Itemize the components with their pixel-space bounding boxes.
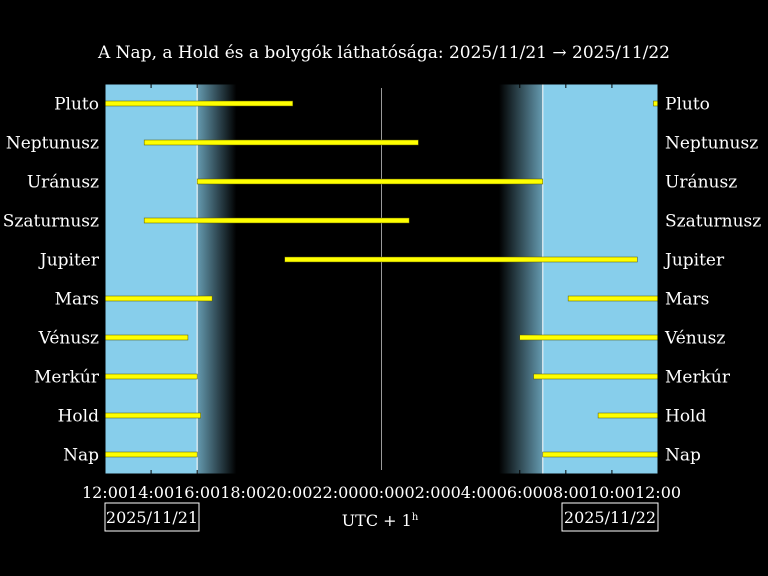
row-label-right-6: Vénusz [664, 329, 725, 349]
date-label-right: 2025/11/22 [564, 508, 656, 527]
x-tick-label-11: 10:00 [589, 483, 635, 502]
twilight-dusk [197, 84, 237, 474]
row-label-right-3: Szaturnusz [665, 212, 761, 232]
visibility-bar-uránusz-0 [196, 178, 544, 185]
visibility-bar-vénusz-0 [104, 334, 189, 341]
visibility-bar-vénusz-1 [519, 334, 659, 341]
row-label-left-3: Szaturnusz [3, 212, 99, 232]
chart-title: A Nap, a Hold és a bolygók láthatósága: … [97, 43, 670, 63]
x-tick-label-4: 20:00 [266, 483, 312, 502]
row-label-left-9: Nap [63, 446, 99, 466]
row-label-right-7: Merkúr [665, 368, 731, 388]
visibility-bar-szaturnusz-0 [143, 217, 410, 224]
row-label-right-4: Jupiter [663, 251, 725, 271]
visibility-bar-pluto-0 [104, 100, 294, 107]
day-region-left [105, 84, 198, 474]
x-tick-label-6: 00:00 [358, 483, 404, 502]
date-label-left: 2025/11/21 [106, 508, 198, 527]
row-label-right-9: Nap [665, 446, 701, 466]
x-tick-label-10: 08:00 [543, 483, 589, 502]
row-label-right-5: Mars [665, 290, 709, 310]
visibility-bar-jupiter-0 [284, 256, 638, 263]
row-label-left-0: Pluto [54, 95, 99, 115]
twilight-dawn [499, 84, 543, 474]
x-axis-label-superscript: h [412, 512, 419, 523]
visibility-bar-nap-0 [104, 451, 198, 458]
row-label-left-7: Merkúr [34, 368, 100, 388]
x-tick-label-1: 14:00 [128, 483, 174, 502]
visibility-bar-neptunusz-0 [143, 139, 419, 146]
x-tick-label-3: 18:00 [220, 483, 266, 502]
date-box-right [561, 502, 659, 532]
row-label-left-4: Jupiter [38, 251, 100, 271]
x-tick-label-7: 02:00 [405, 483, 451, 502]
row-label-left-5: Mars [55, 290, 99, 310]
x-tick-label-0: 12:00 [82, 483, 128, 502]
x-tick-label-8: 04:00 [451, 483, 497, 502]
day-region-right [542, 84, 658, 474]
date-box-left [104, 502, 200, 532]
row-label-left-6: Vénusz [38, 329, 99, 349]
row-label-right-2: Uránusz [665, 173, 737, 193]
visibility-bar-merkúr-1 [533, 373, 659, 380]
x-tick-label-12: 12:00 [635, 483, 681, 502]
x-tick-label-5: 22:00 [312, 483, 358, 502]
x-tick-label-9: 06:00 [497, 483, 543, 502]
visibility-bar-nap-1 [542, 451, 659, 458]
visibility-bar-mars-1 [567, 295, 659, 302]
visibility-bar-hold-0 [104, 412, 201, 419]
visibility-bar-merkúr-0 [104, 373, 198, 380]
row-label-right-1: Neptunusz [665, 134, 758, 154]
x-axis-label: UTC + 1h [342, 511, 419, 530]
row-label-left-2: Uránusz [27, 173, 99, 193]
row-label-right-8: Hold [665, 407, 706, 427]
visibility-bar-mars-0 [104, 295, 213, 302]
x-tick-label-2: 16:00 [174, 483, 220, 502]
visibility-bar-hold-1 [597, 412, 659, 419]
row-label-left-8: Hold [58, 407, 99, 427]
row-label-right-0: Pluto [665, 95, 710, 115]
visibility-bar-pluto-1 [653, 100, 659, 107]
row-label-left-1: Neptunusz [6, 134, 99, 154]
